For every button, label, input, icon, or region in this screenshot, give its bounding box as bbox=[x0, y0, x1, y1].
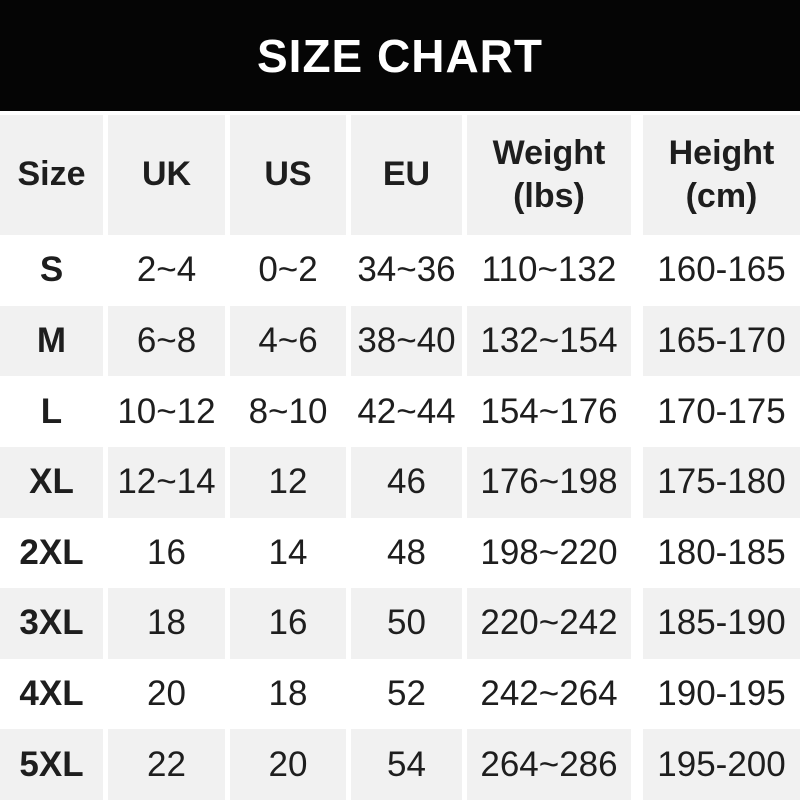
cell-size: M bbox=[0, 305, 108, 377]
table-row: L 10~12 8~10 42~44 154~176 170-175 bbox=[0, 376, 800, 447]
cell-height: 170-175 bbox=[657, 391, 786, 431]
cell-uk: 16 bbox=[108, 517, 230, 589]
cell-us: 16 bbox=[230, 588, 351, 659]
cell-eu: 48 bbox=[351, 517, 467, 589]
cell-eu: 52 bbox=[351, 658, 467, 730]
cell-size: XL bbox=[0, 446, 108, 518]
cell-uk: 12~14 bbox=[108, 446, 230, 518]
table-row: XL 12~14 12 46 176~198 175-180 bbox=[0, 446, 800, 518]
cell-uk: 10~12 bbox=[108, 376, 230, 447]
cell-size: S bbox=[0, 235, 108, 306]
cell-weight: 242~264 bbox=[467, 658, 643, 730]
cell-uk: 20 bbox=[108, 658, 230, 730]
cell-eu: 54 bbox=[351, 729, 467, 800]
cell-us: 0~2 bbox=[230, 235, 351, 306]
cell-us: 8~10 bbox=[230, 376, 351, 447]
cell-size: 4XL bbox=[0, 658, 108, 730]
cell-weight: 264~286 bbox=[467, 729, 643, 800]
cell-us: 18 bbox=[230, 658, 351, 730]
table-row: M 6~8 4~6 38~40 132~154 165-170 bbox=[0, 305, 800, 377]
cell-uk: 2~4 bbox=[108, 235, 230, 306]
cell-height: 160-165 bbox=[657, 250, 786, 290]
table-row: 4XL 20 18 52 242~264 190-195 bbox=[0, 658, 800, 730]
cell-weight: 110~132 bbox=[467, 235, 643, 306]
page-title: SIZE CHART bbox=[257, 29, 543, 82]
cell-us: 4~6 bbox=[230, 305, 351, 377]
cell-weight: 154~176 bbox=[467, 376, 643, 447]
col-header-height: Height (cm) bbox=[643, 111, 800, 235]
cell-height: 165-170 bbox=[643, 305, 800, 377]
header-row: Size UK US EU Weight (lbs) Height (cm) bbox=[0, 111, 800, 235]
cell-size: 5XL bbox=[0, 729, 108, 800]
col-header-size: Size bbox=[0, 111, 108, 235]
table-row: 2XL 16 14 48 198~220 180-185 bbox=[0, 517, 800, 589]
cell-uk: 18 bbox=[108, 588, 230, 659]
cell-us: 12 bbox=[230, 446, 351, 518]
cell-uk: 22 bbox=[108, 729, 230, 800]
col-header-eu: EU bbox=[351, 111, 467, 235]
cell-eu: 42~44 bbox=[351, 376, 467, 447]
cell-height: 180-185 bbox=[657, 532, 786, 572]
cell-weight: 198~220 bbox=[467, 517, 643, 589]
cell-size: 2XL bbox=[0, 517, 108, 589]
cell-weight: 132~154 bbox=[467, 305, 643, 377]
size-chart-table: Size UK US EU Weight (lbs) Height (cm) S… bbox=[0, 111, 800, 800]
cell-size: 3XL bbox=[0, 588, 108, 659]
title-banner: SIZE CHART bbox=[0, 0, 800, 111]
cell-height: 190-195 bbox=[657, 674, 786, 714]
cell-size: L bbox=[0, 376, 108, 447]
cell-us: 20 bbox=[230, 729, 351, 800]
cell-weight: 176~198 bbox=[467, 446, 643, 518]
table-row: 5XL 22 20 54 264~286 195-200 bbox=[0, 729, 800, 800]
table-row: S 2~4 0~2 34~36 110~132 160-165 bbox=[0, 235, 800, 306]
cell-eu: 34~36 bbox=[351, 235, 467, 306]
cell-eu: 38~40 bbox=[351, 305, 467, 377]
cell-eu: 46 bbox=[351, 446, 467, 518]
cell-uk: 6~8 bbox=[108, 305, 230, 377]
cell-height: 175-180 bbox=[643, 446, 800, 518]
col-header-us: US bbox=[230, 111, 351, 235]
cell-us: 14 bbox=[230, 517, 351, 589]
cell-height: 185-190 bbox=[643, 588, 800, 659]
col-header-weight: Weight (lbs) bbox=[467, 111, 643, 235]
cell-eu: 50 bbox=[351, 588, 467, 659]
col-header-uk: UK bbox=[108, 111, 230, 235]
table-row: 3XL 18 16 50 220~242 185-190 bbox=[0, 588, 800, 659]
cell-height: 195-200 bbox=[643, 729, 800, 800]
cell-weight: 220~242 bbox=[467, 588, 643, 659]
